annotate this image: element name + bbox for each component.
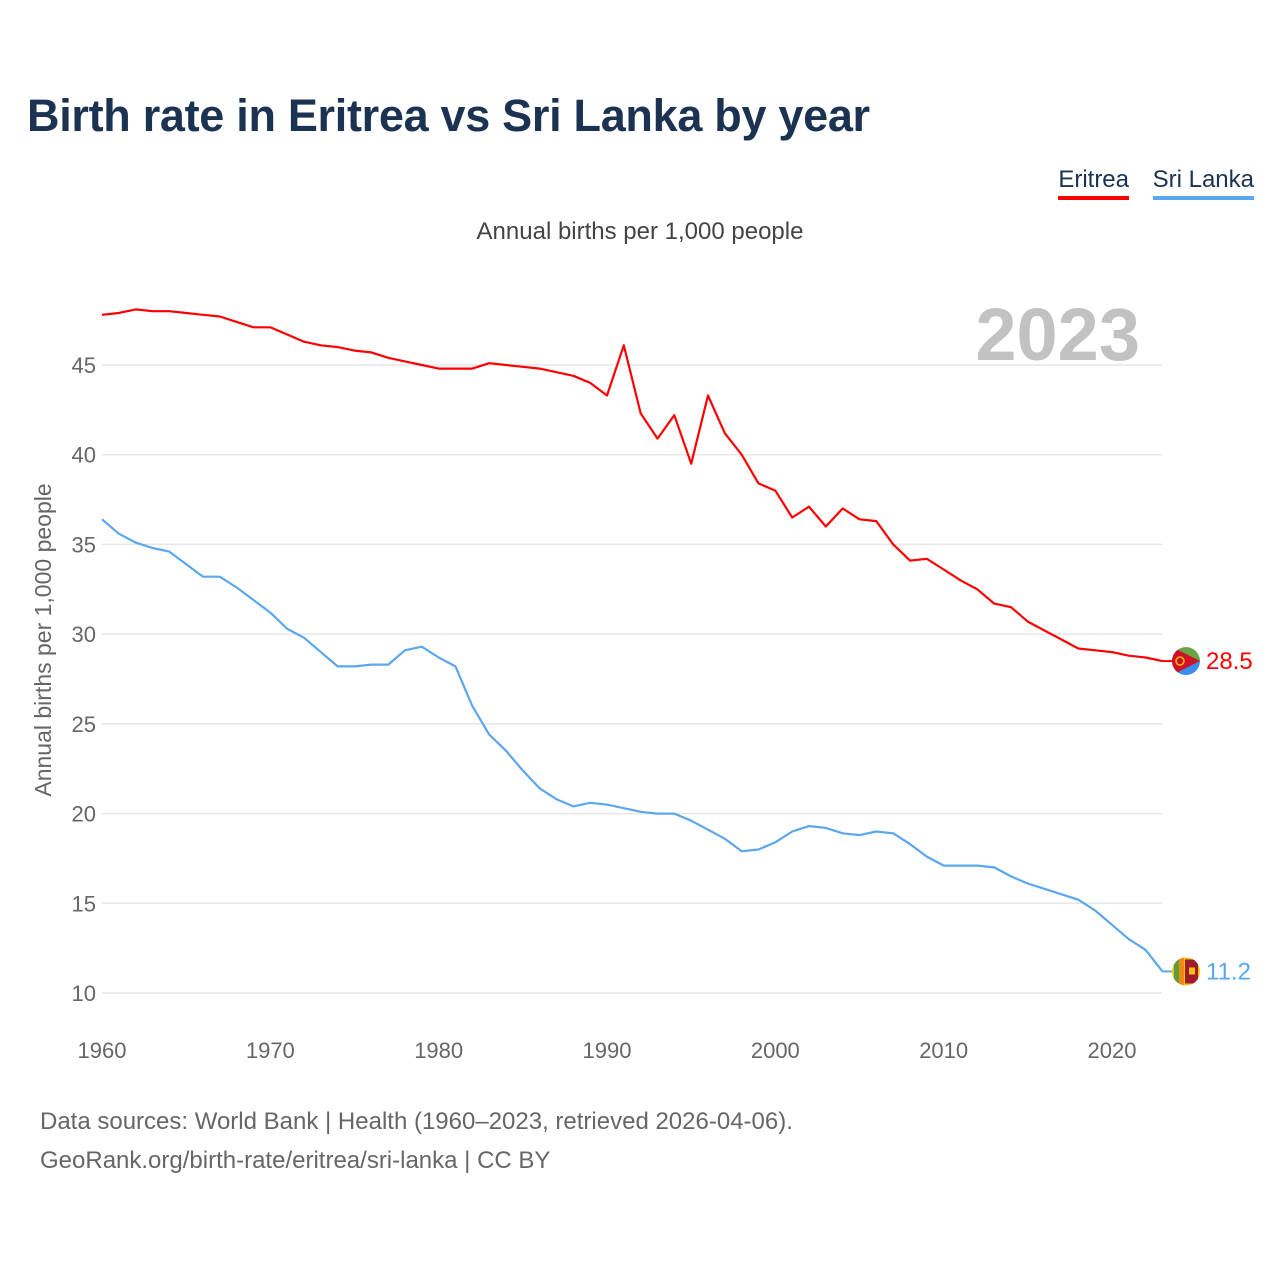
- source-note: Data sources: World Bank | Health (1960–…: [40, 1108, 793, 1135]
- flag-green: [1174, 957, 1179, 986]
- series-line-sri-lanka: [101, 518, 1164, 973]
- y-tick-label: 25: [72, 712, 96, 737]
- y-tick-label: 15: [72, 891, 96, 916]
- flag-sri-lanka-icon: [1172, 957, 1200, 986]
- flag-eritrea-icon: [1172, 647, 1200, 676]
- x-tick-label: 2000: [751, 1038, 800, 1063]
- legend-eritrea[interactable]: Eritrea: [1058, 166, 1129, 200]
- y-tick-label: 40: [72, 443, 96, 468]
- flag-emblem: [1175, 656, 1185, 666]
- y-tick-label: 30: [72, 622, 96, 647]
- x-tick-label: 2010: [919, 1038, 968, 1063]
- y-tick-label: 45: [72, 353, 96, 378]
- source-url[interactable]: GeoRank.org/birth-rate/eritrea/sri-lanka…: [40, 1147, 551, 1174]
- chart-title: Birth rate in Eritrea vs Sri Lanka by ye…: [27, 90, 870, 141]
- end-value-label-sri-lanka: 11.2: [1206, 958, 1251, 985]
- end-value-label-eritrea: 28.5: [1206, 648, 1253, 675]
- y-tick-label: 10: [72, 981, 96, 1006]
- flag-body: [1172, 647, 1200, 676]
- series-line-eritrea: [101, 308, 1163, 663]
- x-tick-label: 1990: [583, 1038, 632, 1063]
- flag-red-triangle: [1172, 647, 1200, 676]
- year-badge: 2023: [975, 293, 1140, 376]
- x-tick-label: 1960: [78, 1038, 127, 1063]
- x-tick-label: 2020: [1088, 1038, 1137, 1063]
- y-tick-label: 35: [72, 532, 96, 557]
- x-tick-label: 1970: [246, 1038, 295, 1063]
- flag-orange: [1179, 957, 1184, 986]
- y-tick-label: 20: [72, 802, 96, 827]
- chart-subtitle: Annual births per 1,000 people: [476, 218, 804, 245]
- x-tick-label: 1980: [414, 1038, 463, 1063]
- flag-lion: [1189, 967, 1195, 975]
- flag-body: [1172, 957, 1200, 986]
- legend-sri-lanka[interactable]: Sri Lanka: [1152, 166, 1254, 200]
- y-axis-label: Annual births per 1,000 people: [30, 483, 56, 796]
